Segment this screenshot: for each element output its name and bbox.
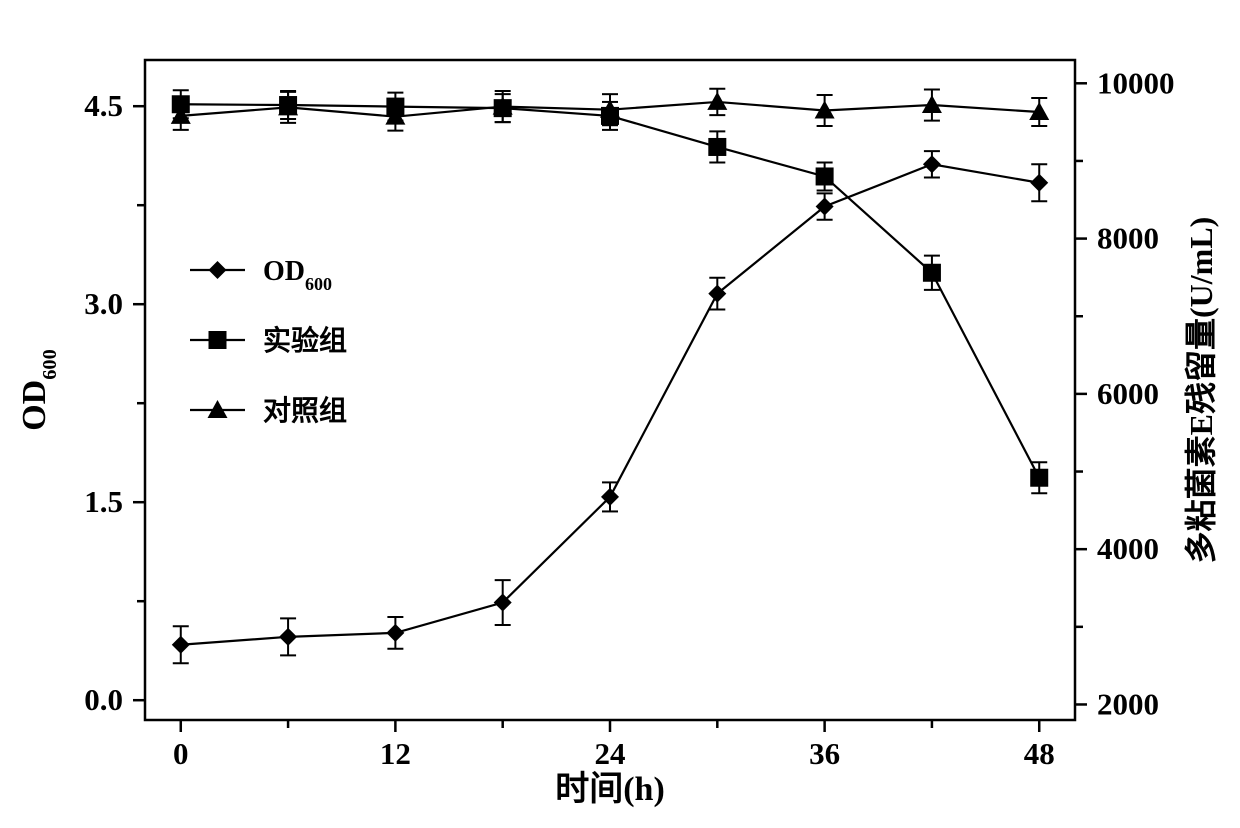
- legend-item-label: OD600: [263, 256, 332, 294]
- y-left-tick-label: 4.5: [84, 88, 123, 123]
- x-tick-label: 0: [173, 736, 189, 771]
- series-exp: [172, 90, 1048, 493]
- x-tick-label: 36: [809, 736, 840, 771]
- x-tick-label: 12: [380, 736, 411, 771]
- y-right-axis-title: 多粘菌素E残留量(U/mL): [1183, 217, 1219, 564]
- dual-axis-line-chart: 0 12 24 36 48 时间(h) 0.0 1.5 3.0 4.5 OD600 2000 4000 6…: [0, 0, 1240, 828]
- svg-text:多粘菌素E残留量(U/mL): 多粘菌素E残留量(U/mL): [1183, 217, 1219, 564]
- y-right-tick-label: 2000: [1097, 686, 1159, 721]
- y-left-axis-title: OD600: [16, 349, 61, 431]
- y-right-tick-label: 8000: [1097, 221, 1159, 256]
- x-tick-label: 24: [595, 736, 626, 771]
- legend: OD600 实验组对照组: [190, 256, 347, 427]
- x-axis-title: 时间(h): [555, 770, 665, 808]
- y-right-tick-label: 4000: [1097, 531, 1159, 566]
- legend-item-label: 实验组: [263, 324, 347, 357]
- x-tick-label: 48: [1024, 736, 1055, 771]
- y-left-tick-label: 0.0: [84, 682, 123, 717]
- y-left-tick-label: 1.5: [84, 484, 123, 519]
- y-left-tick-label: 3.0: [84, 286, 123, 321]
- legend-item-label: 对照组: [263, 395, 347, 427]
- y-right-tick-label: 10000: [1097, 65, 1175, 100]
- svg-text:OD600: OD600: [16, 349, 61, 431]
- y-right-tick-label: 6000: [1097, 376, 1159, 411]
